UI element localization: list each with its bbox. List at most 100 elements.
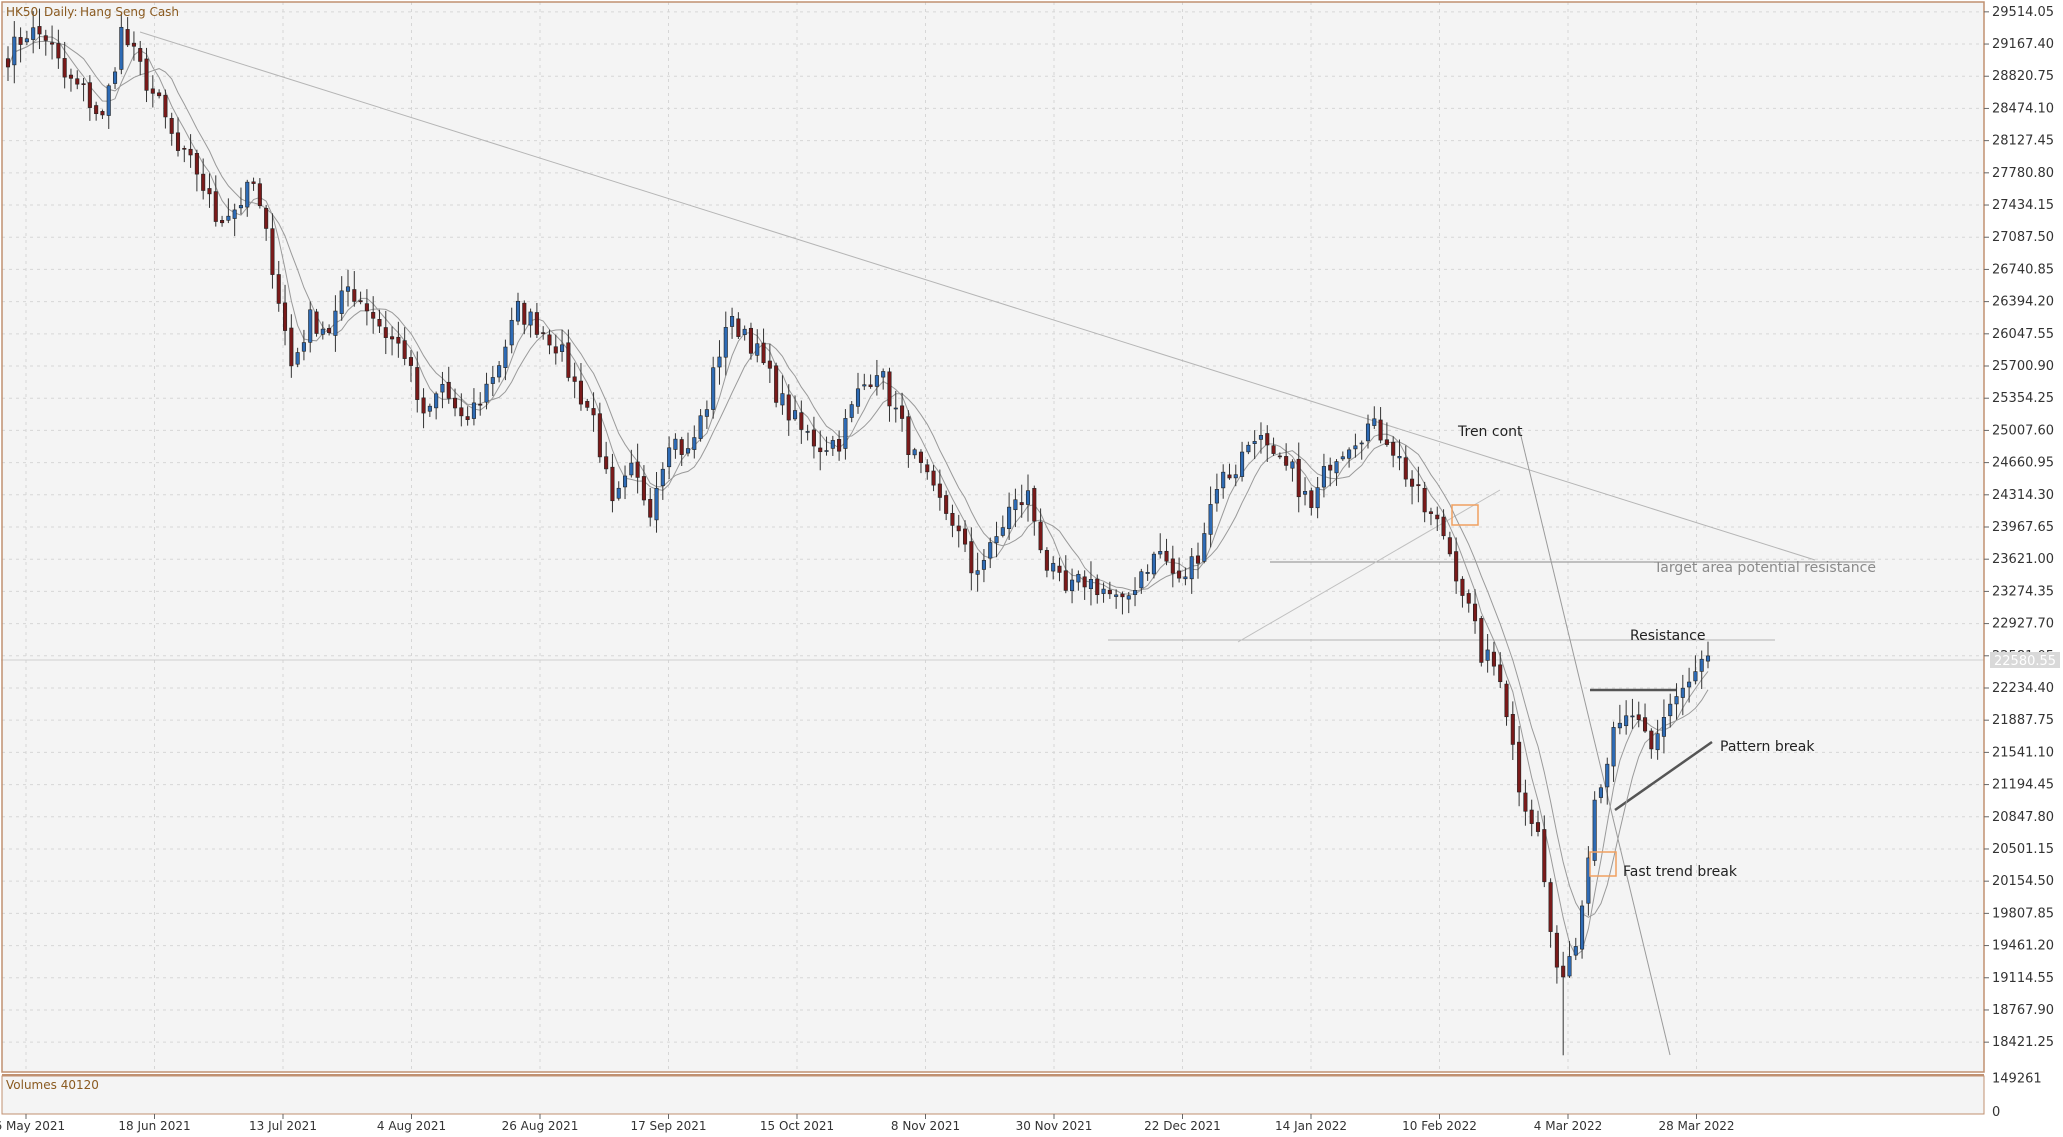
bear-candle	[131, 42, 136, 47]
bull-candle	[1359, 442, 1364, 445]
price-tick-label: 22234.40	[1992, 681, 2054, 696]
bull-candle	[1214, 489, 1219, 504]
current-price-badge	[1990, 652, 2060, 668]
bull-candle	[975, 570, 980, 575]
bear-candle	[327, 328, 332, 334]
bull-candle	[1580, 905, 1585, 950]
bull-candle	[484, 383, 489, 403]
date-tick-label: 8 Nov 2021	[891, 1119, 960, 1133]
bear-candle	[906, 416, 911, 455]
bear-candle	[68, 74, 73, 79]
bear-candle	[1032, 488, 1037, 522]
volume-tick-label: 0	[1992, 1105, 2000, 1120]
bear-candle	[811, 429, 816, 447]
bull-candle	[1258, 435, 1263, 440]
bull-candle	[1624, 715, 1629, 727]
price-tick-label: 21887.75	[1992, 713, 2054, 728]
bear-candle	[1473, 603, 1478, 622]
bear-candle	[679, 439, 684, 455]
bear-candle	[1504, 683, 1509, 718]
bull-candle	[12, 36, 17, 66]
price-tick-label: 26740.85	[1992, 262, 2054, 277]
bull-candle	[24, 38, 29, 43]
bear-candle	[87, 82, 92, 108]
price-tick-label: 25700.90	[1992, 359, 2054, 374]
annotation-pattern-break: Pattern break	[1720, 739, 1815, 755]
date-tick-label: 26 Aug 2021	[502, 1119, 579, 1133]
bull-candle	[723, 327, 728, 358]
bear-candle	[270, 228, 275, 275]
price-tick-label: 29167.40	[1992, 37, 2054, 52]
bull-candle	[623, 475, 628, 488]
bull-candle	[654, 487, 659, 521]
bear-candle	[81, 83, 86, 85]
bear-candle	[478, 403, 483, 406]
bear-candle	[1265, 433, 1270, 446]
bull-candle	[1693, 671, 1698, 682]
bear-candle	[1542, 829, 1547, 883]
annotation-target-area: Target area potential resistance	[1653, 560, 1876, 576]
moving-average-slow	[7, 40, 1709, 918]
bull-candle	[515, 300, 521, 322]
annotation-resistance: Resistance	[1630, 628, 1705, 644]
bull-candle	[226, 215, 231, 221]
bull-candle	[427, 405, 432, 412]
bull-candle	[320, 328, 325, 335]
bear-candle	[264, 207, 269, 229]
price-tick-label: 18767.90	[1992, 1003, 2054, 1018]
bull-candle	[862, 384, 867, 387]
bull-candle	[1303, 491, 1308, 495]
date-tick-label: 18 Jun 2021	[118, 1119, 190, 1133]
bear-candle	[62, 58, 67, 78]
bear-candle	[157, 92, 162, 97]
bear-candle	[390, 336, 395, 340]
bull-candle	[503, 346, 508, 368]
bull-candle	[692, 437, 697, 450]
annotation-trend-cont: Tren cont	[1457, 424, 1523, 440]
date-tick-label: 30 Nov 2021	[1016, 1119, 1093, 1133]
bear-candle	[1170, 558, 1175, 574]
bull-candle	[113, 71, 118, 84]
bear-candle	[43, 35, 48, 41]
bear-candle	[597, 413, 602, 458]
bull-candle	[616, 487, 621, 499]
bear-candle	[1454, 551, 1459, 582]
bull-candle	[711, 367, 716, 410]
bull-candle	[793, 410, 798, 420]
date-tick-label: 28 Mar 2022	[1658, 1119, 1734, 1133]
bull-candle	[238, 205, 243, 209]
bear-candle	[534, 312, 539, 335]
bull-candle	[295, 352, 300, 365]
bear-candle	[774, 365, 779, 403]
bear-candle	[188, 148, 193, 156]
price-tick-label: 19807.85	[1992, 906, 2054, 921]
bear-candle	[283, 302, 288, 331]
bear-candle	[868, 384, 873, 387]
bull-candle	[1246, 444, 1251, 453]
bear-candle	[900, 405, 905, 419]
bull-candle	[1007, 506, 1012, 530]
bear-candle	[1019, 502, 1024, 506]
bear-candle	[1107, 589, 1112, 595]
bull-candle	[780, 393, 785, 406]
bear-candle	[572, 376, 577, 382]
bear-candle	[94, 105, 99, 115]
bull-candle	[301, 342, 306, 352]
bear-candle	[1328, 464, 1333, 471]
bear-candle	[591, 408, 596, 416]
bear-candle	[1038, 521, 1043, 551]
bear-candle	[182, 148, 187, 150]
bull-candle	[1202, 533, 1207, 562]
bear-candle	[207, 188, 212, 195]
bull-candle	[31, 27, 36, 40]
price-tick-label: 25007.60	[1992, 423, 2054, 438]
bull-candle	[1101, 588, 1106, 594]
bear-candle	[201, 173, 206, 191]
bull-candle	[893, 407, 898, 410]
date-tick-label: 15 Oct 2021	[760, 1119, 834, 1133]
bear-candle	[1063, 570, 1068, 591]
bull-candle	[1183, 576, 1188, 580]
bull-candle	[1347, 449, 1352, 459]
chart-symbol: HK50	[6, 5, 38, 19]
